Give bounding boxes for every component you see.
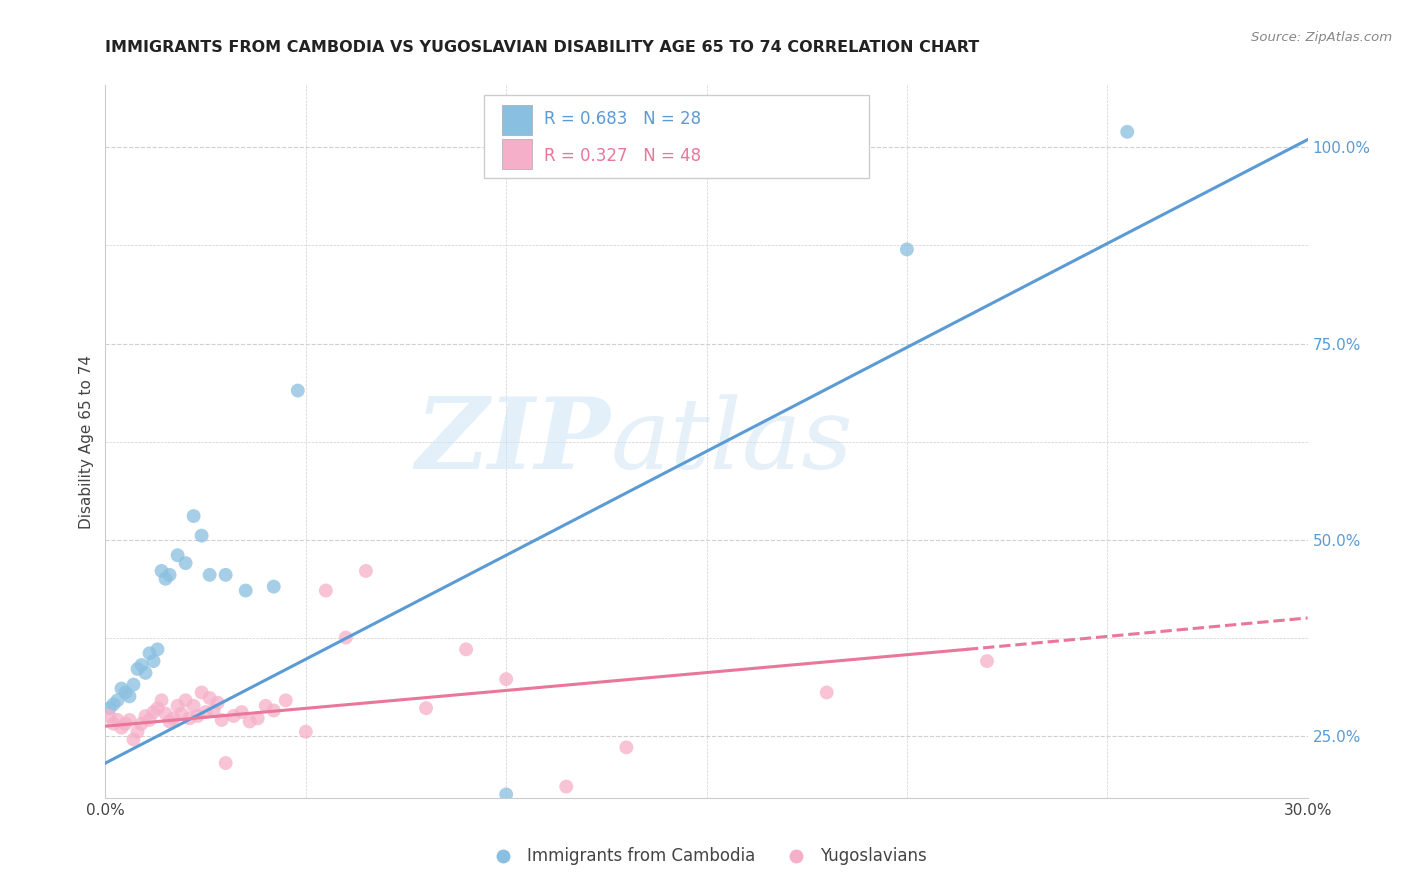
- Point: [263, 580, 285, 594]
- Point: [142, 705, 165, 719]
- Point: [138, 713, 160, 727]
- Point: [214, 756, 236, 770]
- Point: [103, 716, 125, 731]
- Point: [235, 583, 257, 598]
- Point: [162, 711, 184, 725]
- Point: [150, 693, 173, 707]
- Point: [207, 696, 229, 710]
- Point: [127, 662, 149, 676]
- Point: [122, 732, 145, 747]
- Point: [315, 583, 337, 598]
- Point: [166, 698, 188, 713]
- Point: [214, 567, 236, 582]
- Point: [239, 714, 262, 729]
- Text: R = 0.683   N = 28: R = 0.683 N = 28: [544, 110, 702, 128]
- Point: [118, 690, 141, 704]
- Point: [415, 701, 437, 715]
- Y-axis label: Disability Age 65 to 74: Disability Age 65 to 74: [79, 354, 94, 529]
- Point: [183, 698, 205, 713]
- Point: [555, 780, 578, 794]
- Point: [170, 706, 193, 721]
- FancyBboxPatch shape: [484, 95, 869, 178]
- Point: [114, 716, 136, 731]
- Text: ZIP: ZIP: [415, 393, 610, 490]
- Point: [896, 243, 918, 257]
- Point: [179, 711, 201, 725]
- Point: [135, 665, 157, 680]
- Point: [194, 705, 217, 719]
- Point: [211, 713, 233, 727]
- Point: [107, 713, 129, 727]
- Point: [142, 654, 165, 668]
- Point: [166, 548, 188, 562]
- Point: [98, 709, 121, 723]
- Point: [98, 701, 121, 715]
- Point: [246, 711, 269, 725]
- Point: [1116, 125, 1139, 139]
- Point: [131, 716, 153, 731]
- Point: [616, 740, 638, 755]
- Legend: Immigrants from Cambodia, Yugoslavians: Immigrants from Cambodia, Yugoslavians: [479, 841, 934, 872]
- Point: [150, 564, 173, 578]
- Point: [274, 693, 297, 707]
- Point: [103, 698, 125, 712]
- Point: [976, 654, 998, 668]
- Point: [114, 685, 136, 699]
- Text: IMMIGRANTS FROM CAMBODIA VS YUGOSLAVIAN DISABILITY AGE 65 TO 74 CORRELATION CHAR: IMMIGRANTS FROM CAMBODIA VS YUGOSLAVIAN …: [105, 40, 980, 55]
- Point: [263, 704, 285, 718]
- Bar: [502, 104, 533, 135]
- Point: [295, 724, 318, 739]
- Point: [155, 572, 177, 586]
- Point: [815, 685, 838, 699]
- Text: Source: ZipAtlas.com: Source: ZipAtlas.com: [1251, 31, 1392, 45]
- Point: [190, 528, 212, 542]
- Point: [174, 556, 197, 570]
- Point: [222, 709, 245, 723]
- Point: [159, 567, 181, 582]
- Point: [110, 681, 132, 696]
- Point: [138, 646, 160, 660]
- Bar: [502, 139, 533, 169]
- Point: [131, 658, 153, 673]
- Point: [335, 631, 357, 645]
- Point: [135, 709, 157, 723]
- Point: [159, 714, 181, 729]
- Text: atlas: atlas: [610, 394, 853, 489]
- Point: [110, 721, 132, 735]
- Point: [495, 788, 517, 802]
- Point: [202, 704, 225, 718]
- Point: [454, 642, 477, 657]
- Point: [231, 705, 253, 719]
- Point: [190, 685, 212, 699]
- Point: [146, 642, 169, 657]
- Point: [146, 701, 169, 715]
- Point: [174, 693, 197, 707]
- Point: [198, 567, 221, 582]
- Point: [107, 693, 129, 707]
- Point: [155, 706, 177, 721]
- Point: [127, 724, 149, 739]
- Point: [187, 709, 209, 723]
- Point: [354, 564, 377, 578]
- Point: [122, 678, 145, 692]
- Point: [118, 713, 141, 727]
- Point: [287, 384, 309, 398]
- Point: [495, 672, 517, 686]
- Point: [198, 690, 221, 705]
- Point: [183, 509, 205, 524]
- Text: R = 0.327   N = 48: R = 0.327 N = 48: [544, 147, 702, 165]
- Point: [254, 698, 277, 713]
